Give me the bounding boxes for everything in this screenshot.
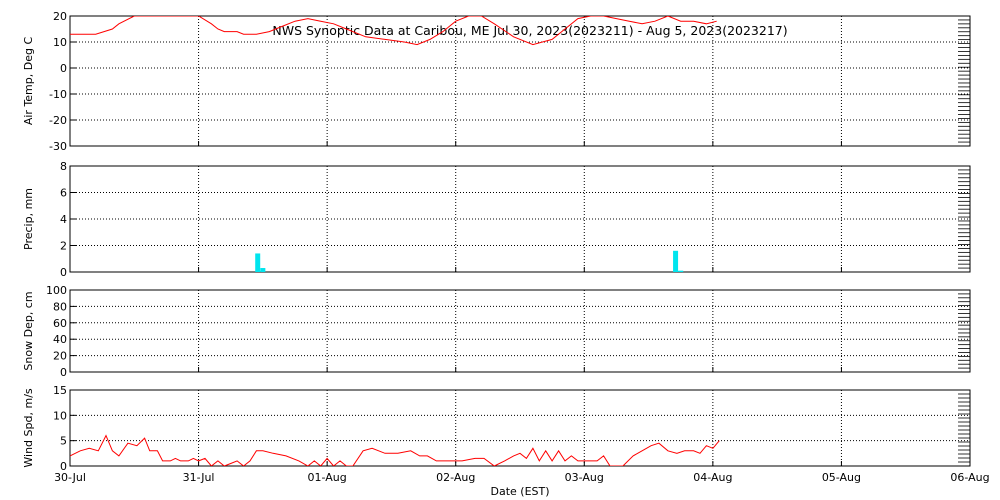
y-tick-label: 100	[46, 284, 67, 297]
y-tick-label: 0	[60, 62, 67, 75]
y-axis-label: Wind Spd, m/s	[22, 388, 35, 468]
y-axis-label: Air Temp, Deg C	[22, 37, 35, 126]
x-tick-label: 05-Aug	[822, 471, 861, 484]
x-tick-label: 02-Aug	[436, 471, 475, 484]
y-tick-label: -30	[49, 140, 67, 153]
panel-frame	[69, 389, 971, 467]
y-tick-label: 20	[53, 10, 67, 23]
panel-frame	[69, 15, 971, 147]
y-tick-label: 10	[53, 409, 67, 422]
y-axis-label: Snow Dep, cm	[22, 291, 35, 370]
y-tick-label: 10	[53, 36, 67, 49]
y-tick-label: 4	[60, 213, 67, 226]
y-tick-label: 0	[60, 460, 67, 473]
x-tick-label: 04-Aug	[693, 471, 732, 484]
y-tick-label: 80	[53, 300, 67, 313]
y-tick-label: 8	[60, 160, 67, 173]
panel-wind-speed: 15 10 5 0 Wind Spd, m/s	[22, 384, 971, 473]
y-tick-label: 5	[60, 435, 67, 448]
precip-bar	[673, 250, 679, 272]
y-tick-label: 0	[60, 266, 67, 279]
y-tick-label: 0	[60, 366, 67, 379]
x-tick-label: 31-Jul	[183, 471, 215, 484]
y-axis-label: Precip, mm	[22, 188, 35, 250]
y-tick-label: 40	[53, 333, 67, 346]
y-tick-label: 6	[60, 187, 67, 200]
chart-title: NWS Synoptic Data at Caribou, ME Jul 30,…	[272, 23, 787, 38]
x-tick-label: 06-Aug	[950, 471, 989, 484]
y-tick-label: 15	[53, 384, 67, 397]
panel-snow-depth: 100 80 60 40 20 0 Snow Dep, cm	[22, 284, 971, 379]
y-tick-label: 2	[60, 240, 67, 253]
panel-air-temp: 20 10 0 -10 -20 -30 Air Temp, Deg C	[22, 10, 971, 153]
y-tick-label: 20	[53, 350, 67, 363]
panel-precip: 8 6 4 2 0 Precip, mm	[22, 160, 971, 279]
precip-bar	[260, 268, 266, 272]
x-axis-label: Date (EST)	[490, 485, 549, 498]
series-line-air-temp	[70, 16, 717, 46]
panel-frame	[69, 289, 971, 373]
y-tick-label: -20	[49, 114, 67, 127]
precip-bar	[678, 270, 684, 272]
x-tick-label: 30-Jul	[54, 471, 86, 484]
y-tick-label: 60	[53, 317, 67, 330]
precip-bar	[255, 253, 261, 272]
y-tick-label: -10	[49, 88, 67, 101]
series-line-wind-speed	[70, 434, 720, 466]
x-tick-label: 01-Aug	[308, 471, 347, 484]
x-tick-label: 03-Aug	[565, 471, 604, 484]
